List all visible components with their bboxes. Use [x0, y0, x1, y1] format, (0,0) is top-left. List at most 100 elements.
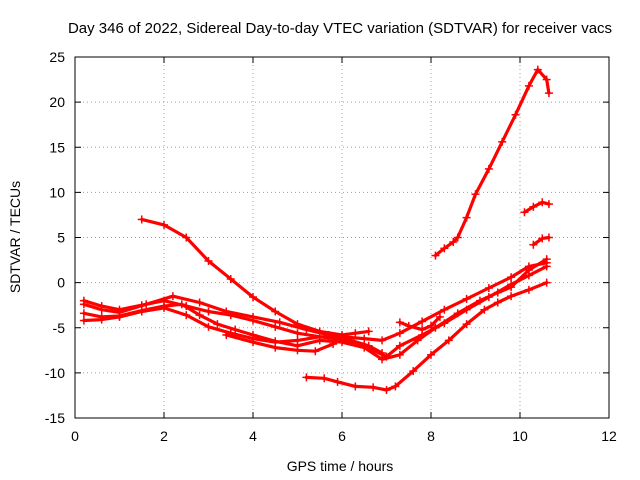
data-point [293, 329, 302, 338]
data-point [97, 315, 106, 324]
data-point [524, 81, 533, 90]
data-point [137, 215, 146, 224]
data-point [538, 234, 547, 243]
data-point [195, 311, 204, 320]
data-point [538, 198, 547, 207]
data-point [418, 317, 427, 326]
data-point [395, 341, 404, 350]
data-point [413, 336, 422, 345]
data-point [431, 251, 440, 260]
data-point [311, 347, 320, 356]
data-point [431, 323, 440, 332]
data-point [271, 343, 280, 352]
data-point [427, 321, 435, 330]
y-axis-label: SDTVAR / TECUs [7, 181, 23, 293]
y-tick-label: 15 [49, 139, 65, 155]
data-point [360, 334, 369, 343]
data-point [364, 341, 373, 350]
data-point [160, 303, 168, 312]
chart-title: Day 346 of 2022, Sidereal Day-to-day VTE… [68, 20, 612, 37]
data-point [462, 320, 471, 329]
y-axis: -15 -10 -5 0 5 10 15 20 25 [45, 49, 609, 426]
data-point [524, 262, 533, 271]
data-point [351, 382, 360, 391]
grid [75, 57, 609, 418]
data-point [544, 89, 553, 98]
data-point [529, 240, 538, 249]
data-point [329, 339, 338, 348]
data-point [204, 322, 213, 331]
y-tick-label: -5 [53, 320, 66, 336]
x-tick-label: 6 [338, 428, 346, 444]
data-point [471, 190, 480, 199]
x-tick-label: 8 [427, 428, 435, 444]
data-point [453, 233, 462, 242]
data-point [435, 312, 444, 321]
x-tick-label: 12 [601, 428, 617, 444]
data-point [544, 200, 553, 209]
data-point [182, 233, 191, 242]
data-point [342, 332, 351, 341]
y-tick-label: 5 [57, 230, 65, 246]
data-point [507, 273, 516, 282]
data-point [427, 350, 435, 359]
data-point [177, 300, 186, 309]
data-point [418, 325, 427, 334]
series-track-c [79, 258, 551, 347]
data-point [409, 367, 418, 376]
data-point [195, 298, 204, 307]
data-point [79, 316, 88, 325]
series-group [79, 65, 553, 395]
series-line [522, 200, 551, 214]
data-point [391, 382, 400, 391]
data-point [249, 293, 257, 302]
data-point [507, 283, 516, 292]
series-track-k [529, 233, 553, 249]
data-point [351, 329, 360, 338]
data-point [142, 300, 151, 309]
data-point [542, 278, 551, 287]
data-point [453, 309, 462, 318]
series-line [433, 68, 551, 258]
data-point [302, 373, 311, 382]
data-point [320, 374, 329, 383]
data-point [498, 137, 507, 146]
data-point [275, 318, 284, 327]
data-point [222, 307, 231, 316]
y-tick-label: -15 [45, 410, 65, 426]
x-axis: 0 2 4 6 8 10 12 [71, 57, 617, 444]
y-tick-label: 25 [49, 49, 65, 65]
data-point [529, 202, 538, 211]
data-point [97, 305, 106, 314]
y-tick-label: -10 [45, 365, 65, 381]
data-point [249, 312, 257, 321]
data-point [395, 329, 404, 338]
data-point [542, 258, 551, 267]
data-point [395, 318, 404, 327]
data-point [204, 256, 213, 265]
data-point [520, 208, 529, 217]
series-track-g [302, 278, 551, 395]
data-point [315, 327, 324, 336]
series-line [82, 294, 384, 355]
x-axis-label: GPS time / hours [287, 458, 394, 474]
data-point [160, 220, 168, 229]
x-tick-label: 2 [160, 428, 168, 444]
data-point [79, 309, 88, 318]
data-point [226, 275, 235, 284]
data-point [271, 322, 280, 331]
data-point [378, 336, 387, 345]
data-point [404, 321, 413, 330]
series-track-f [222, 330, 351, 356]
data-point [293, 336, 302, 345]
data-point [115, 308, 124, 317]
data-point [231, 325, 240, 334]
series-track-j [520, 198, 553, 217]
data-point [507, 292, 516, 301]
data-point [533, 65, 542, 74]
data-point [511, 110, 520, 119]
data-point [213, 320, 222, 329]
y-tick-label: 10 [49, 184, 65, 200]
data-point [369, 383, 378, 392]
